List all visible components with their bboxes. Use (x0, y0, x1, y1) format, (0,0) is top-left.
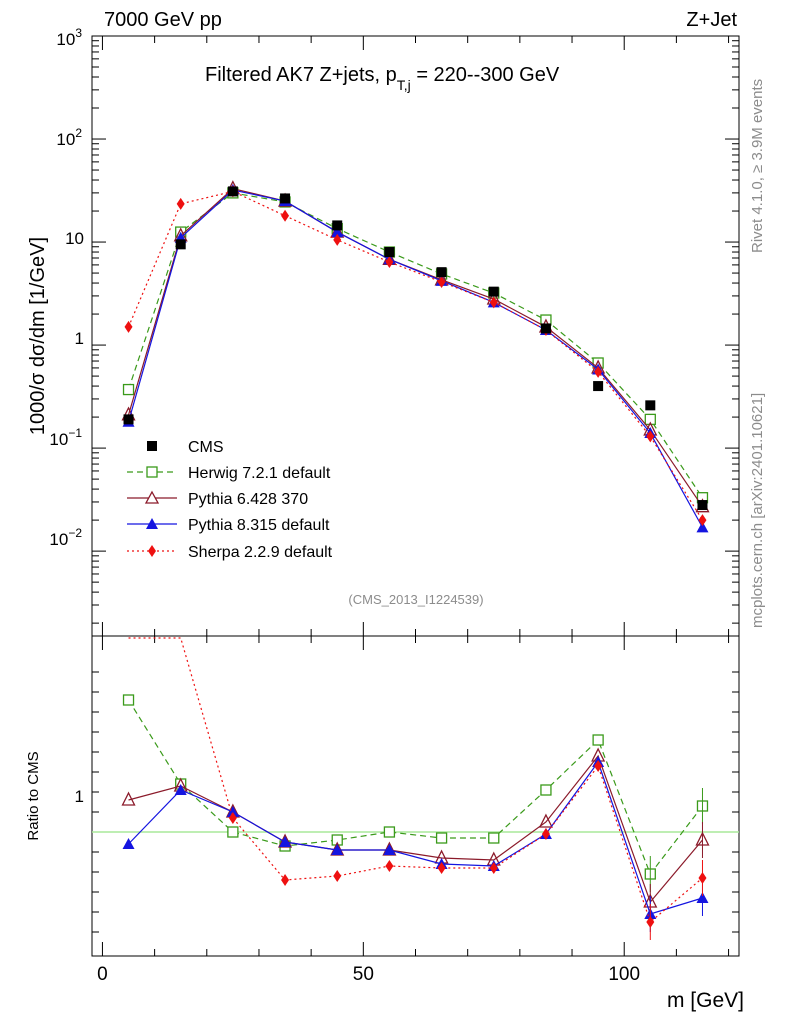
ratio-point-herwig-7-2-1-default (435, 832, 448, 844)
legend: CMS Herwig 7.2.1 default Pythia 6.428 37… (127, 439, 333, 561)
ratio-point-herwig-7-2-1-default (540, 784, 552, 796)
ratio-point-sherpa-2-2-9-default (281, 874, 290, 886)
ratio-point-herwig-7-2-1-default (488, 832, 500, 844)
series-point-sherpa-2-2-9-default (124, 320, 133, 333)
data-point-cms (384, 247, 395, 258)
analysis-id-label: (CMS_2013_I1224539) (348, 592, 483, 607)
series-point-sherpa-2-2-9-default (437, 275, 446, 288)
ratio-point-pythia-8-315-default (226, 806, 239, 817)
legend-marker-herwig (146, 466, 158, 478)
ratio-line-pythia-8-315-default (128, 760, 703, 915)
data-point-cms (593, 381, 604, 392)
legend-label-pythia6: Pythia 6.428 370 (188, 491, 308, 508)
side-label-rivet: Rivet 4.1.0, ≥ 3.9M events (749, 79, 766, 253)
series-point-sherpa-2-2-9-default (594, 365, 603, 378)
ratio-point-pythia-8-315-default (122, 838, 135, 849)
series-point-sherpa-2-2-9-default (698, 514, 707, 527)
chart-title: Filtered AK7 Z+jets, pT,j = 220--300 GeV (205, 64, 560, 93)
data-point-cms (540, 323, 551, 334)
legend-label-sherpa: Sherpa 2.2.9 default (188, 544, 333, 561)
series-point-herwig-7-2-1-default (122, 383, 135, 396)
ratio-tick-label-1: 1 (75, 787, 84, 806)
series-point-sherpa-2-2-9-default (385, 256, 394, 269)
series-point-pythia-8-315-default (331, 226, 344, 238)
ratio-point-sherpa-2-2-9-default (594, 760, 603, 772)
data-point-cms (280, 193, 291, 204)
ratio-point-sherpa-2-2-9-default (385, 860, 394, 872)
y-tick-label-1: 1 (75, 329, 84, 348)
series-line-pythia-8-315-default (127, 189, 704, 528)
ratio-point-pythia-8-315-default (331, 844, 344, 855)
ratio-line-herwig-7-2-1-default (128, 699, 703, 876)
ratio-point-sherpa-2-2-9-default (333, 870, 342, 882)
ratio-point-pythia-8-315-default (279, 836, 292, 847)
data-point-cms (123, 414, 134, 425)
x-tick-label-100: 100 (608, 964, 640, 985)
ratio-point-pythia-6-428-370 (121, 791, 136, 806)
y-tick-label-100: 102 (56, 126, 82, 149)
series-line-sherpa-2-2-9-default (127, 190, 703, 521)
legend-marker-cms (147, 441, 157, 451)
header-left-label: 7000 GeV pp (104, 9, 222, 31)
y-tick-label-10: 10 (65, 229, 84, 248)
ratio-point-sherpa-2-2-9-default (541, 828, 550, 840)
ratio-line-sherpa-2-2-9-default (128, 637, 703, 924)
series-point-sherpa-2-2-9-default (489, 296, 498, 309)
series-point-sherpa-2-2-9-default (333, 233, 342, 246)
data-point-cms (227, 186, 238, 197)
x-tick-label-0: 0 (97, 964, 108, 985)
ratio-point-herwig-7-2-1-default (383, 826, 396, 838)
series-line-herwig-7-2-1-default (127, 192, 703, 499)
ratio-y-axis-label: Ratio to CMS (25, 751, 42, 840)
legend-label-pythia8: Pythia 8.315 default (188, 517, 330, 534)
y-tick-label-0.01: 10−2 (49, 526, 82, 549)
ratio-line-pythia-6-428-370 (128, 754, 703, 904)
ratio-point-pythia-6-428-370 (538, 813, 553, 828)
ratio-point-pythia-8-315-default (383, 844, 396, 855)
ratio-point-sherpa-2-2-9-default (489, 862, 498, 874)
data-point-cms (175, 239, 186, 250)
ratio-point-herwig-7-2-1-default (592, 734, 604, 746)
data-point-cms (645, 400, 656, 411)
legend-label-herwig: Herwig 7.2.1 default (188, 465, 331, 482)
series-line-pythia-6-428-370 (127, 187, 703, 508)
series-point-sherpa-2-2-9-default (281, 209, 290, 222)
legend-marker-pythia6 (144, 490, 160, 504)
data-point-cms (332, 220, 343, 231)
series-point-pythia-8-315-default (696, 521, 709, 533)
y-tick-label-0.1: 10−1 (49, 426, 82, 449)
series-point-sherpa-2-2-9-default (176, 197, 185, 210)
legend-marker-pythia8 (146, 518, 158, 529)
ratio-point-herwig-7-2-1-default (227, 826, 239, 838)
data-point-cms (697, 500, 708, 511)
ratio-point-pythia-8-315-default (174, 784, 187, 795)
ratio-panel-frame (91, 635, 740, 957)
legend-label-cms: CMS (188, 439, 224, 456)
y-tick-label-1000: 103 (56, 26, 82, 49)
data-point-cms (436, 267, 447, 278)
ratio-point-sherpa-2-2-9-default (228, 812, 237, 824)
ratio-point-sherpa-2-2-9-default (437, 862, 446, 874)
x-axis-label: m [GeV] (667, 989, 744, 1012)
chart-marks (92, 180, 739, 940)
series-point-sherpa-2-2-9-default (646, 430, 655, 443)
legend-marker-sherpa (148, 545, 156, 557)
data-point-cms (488, 286, 499, 297)
ratio-point-herwig-7-2-1-default (122, 694, 135, 706)
header-right-label: Z+Jet (686, 9, 737, 31)
y-axis-label: 1000/σ dσ/dm [1/GeV] (27, 237, 49, 435)
x-tick-label-50: 50 (353, 964, 374, 985)
side-label-mcplots: mcplots.cern.ch [arXiv:2401.10621] (749, 393, 766, 628)
